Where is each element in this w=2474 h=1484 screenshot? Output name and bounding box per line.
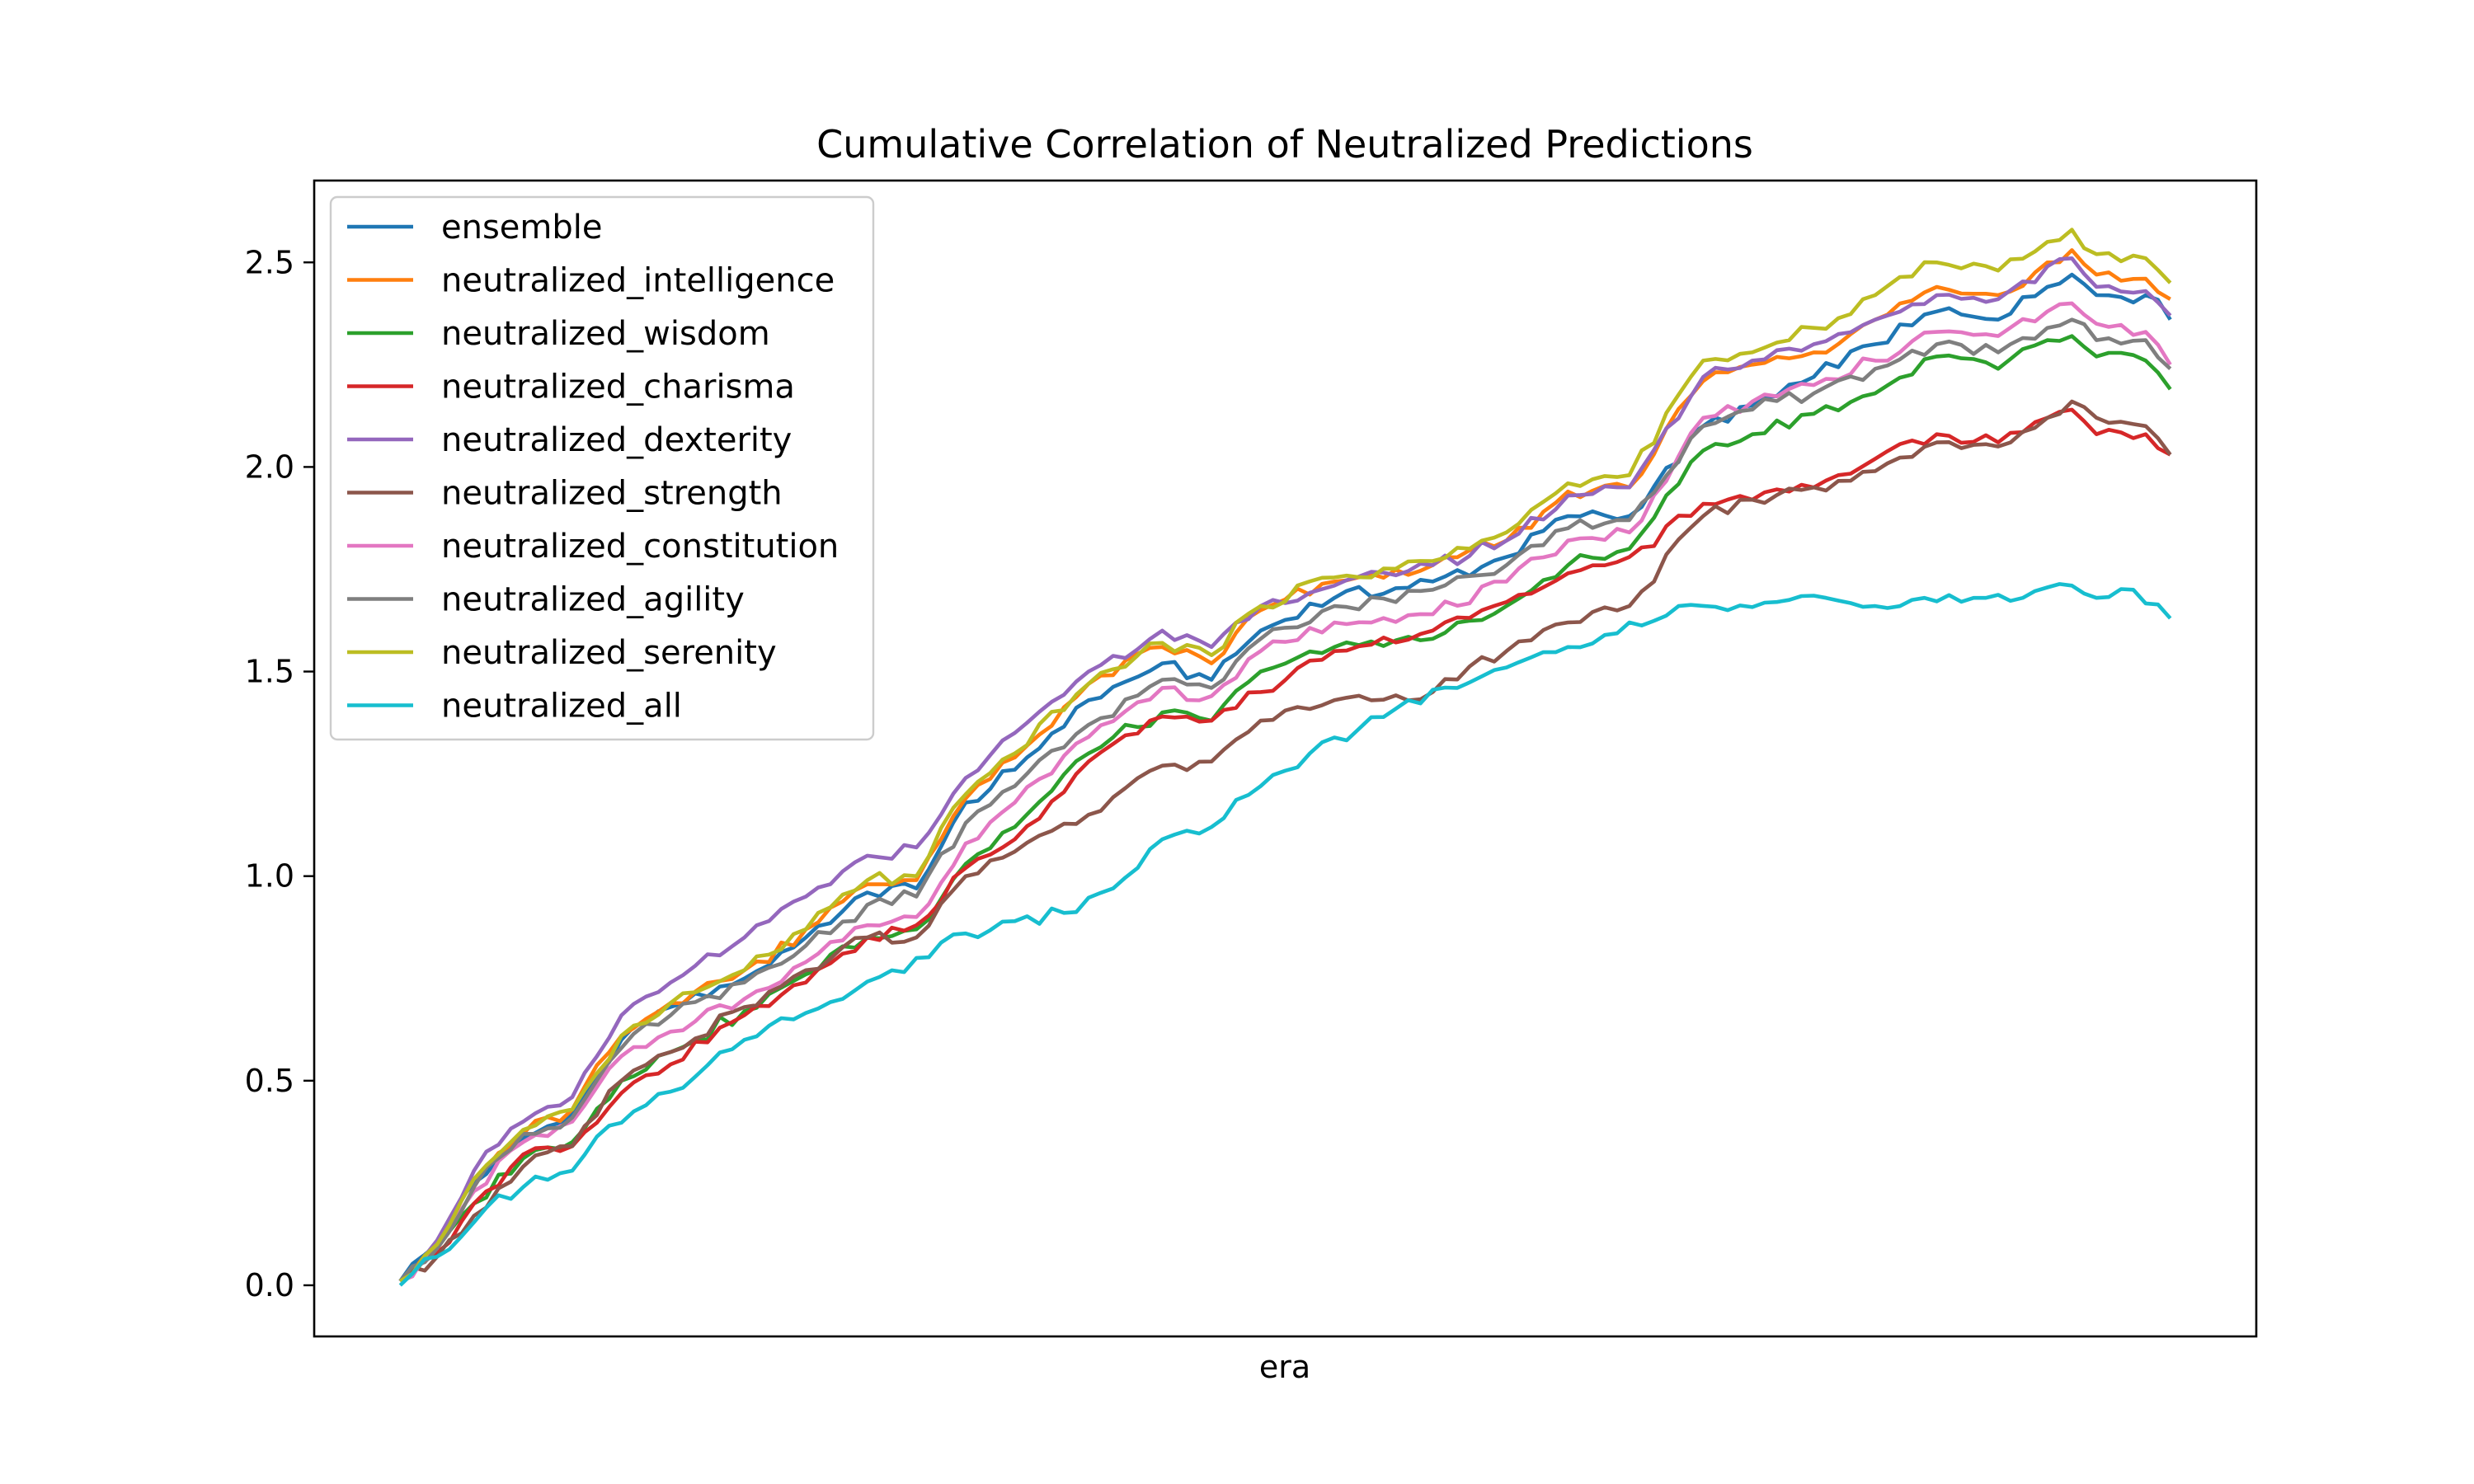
series-line-neutralized_constitution (399, 301, 2172, 1284)
y-tick-label: 2.0 (245, 448, 294, 485)
series-line-neutralized_charisma (398, 407, 2171, 1283)
legend-label-neutralized_charisma: neutralized_charisma (441, 369, 795, 406)
y-tick-label: 2.5 (245, 244, 294, 280)
series-lines (398, 228, 2172, 1287)
legend-label-neutralized_dexterity: neutralized_dexterity (441, 421, 792, 459)
y-tick-label: 0.5 (245, 1063, 294, 1099)
series-line-neutralized_serenity (399, 228, 2172, 1283)
plot-frame (313, 179, 2258, 1338)
legend-label-neutralized_agility: neutralized_agility (441, 581, 745, 619)
series-line-neutralized_all (398, 582, 2172, 1287)
legend-label-neutralized_intelligence: neutralized_intelligence (441, 262, 835, 300)
legend-box (329, 195, 875, 741)
y-tick-label: 1.5 (245, 654, 294, 690)
legend-label-neutralized_all: neutralized_all (441, 688, 682, 726)
legend: ensemble neutralized_intelligence neutrali… (329, 195, 875, 741)
legend-label-neutralized_strength: neutralized_strength (441, 475, 783, 513)
chart-title: Cumulative Correlation of Neutralized Pr… (816, 122, 1753, 167)
x-axis-label: era (1259, 1349, 1310, 1385)
y-tick-label: 1.0 (245, 858, 294, 895)
series-line-neutralized_agility (398, 317, 2172, 1283)
legend-label-neutralized_serenity: neutralized_serenity (441, 634, 777, 672)
legend-label-neutralized_wisdom: neutralized_wisdom (441, 315, 770, 353)
legend-label-neutralized_constitution: neutralized_constitution (441, 528, 839, 566)
y-tick-label: 0.0 (245, 1267, 294, 1303)
series-line-neutralized_strength (398, 399, 2172, 1283)
y-axis: 0.0 0.5 1.0 1.5 2.0 2.5 (245, 244, 314, 1303)
legend-label-ensemble: ensemble (441, 209, 603, 247)
